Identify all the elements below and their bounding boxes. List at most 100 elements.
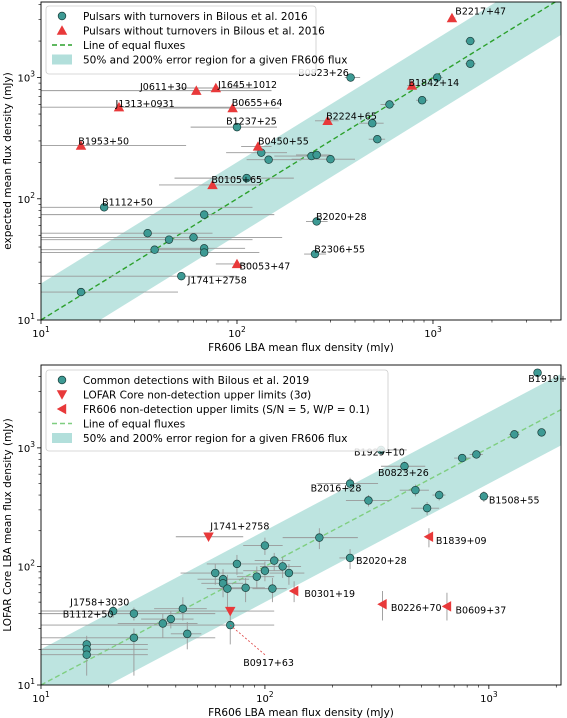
tick-label: 101	[17, 312, 35, 327]
data-point	[252, 141, 264, 151]
pulsar-label: J1758+3030	[69, 597, 129, 608]
pulsar-label: B0053+47	[240, 262, 291, 273]
pulsar-label: B1919+21	[528, 374, 567, 385]
pulsar-label: J1313+0931	[115, 99, 175, 110]
data-point	[203, 532, 214, 542]
data-point	[315, 533, 324, 542]
legend-label: FR606 non-detection upper limits (S/N = …	[83, 404, 370, 416]
legend-label: Common detections with Bilous et al. 201…	[83, 375, 309, 387]
tick-label: 102	[17, 558, 35, 573]
tick-label: 101	[17, 677, 35, 692]
legend-marker	[56, 390, 68, 400]
data-point	[207, 179, 218, 190]
data-point	[143, 229, 152, 238]
data-point	[533, 368, 542, 377]
pulsar-label: B1508+55	[489, 495, 540, 506]
data-point	[373, 135, 382, 144]
data-point	[466, 59, 475, 68]
legend-label: Line of equal fluxes	[83, 419, 185, 431]
data-point	[76, 287, 86, 297]
data-point	[479, 492, 489, 501]
data-point	[75, 140, 87, 150]
data-point	[268, 584, 277, 593]
legend-marker	[57, 375, 67, 385]
data-point	[472, 450, 481, 459]
pulsar-label: B2020+28	[356, 556, 407, 567]
data-point	[210, 82, 222, 93]
y-axis-label: expected mean flux density (mJy)	[2, 72, 14, 249]
data-point	[227, 102, 238, 113]
data-point	[422, 503, 432, 513]
data-point	[232, 122, 242, 132]
tick-label: 101	[32, 690, 50, 705]
pulsar-label: B0823+26	[378, 468, 429, 479]
data-point	[158, 619, 168, 628]
legend-band-swatch	[52, 433, 72, 443]
data-point	[345, 479, 355, 488]
data-point	[432, 73, 442, 82]
pulsar-label: B0655+64	[232, 98, 283, 109]
legend-box	[45, 5, 317, 75]
pulsar-label: B1112+50	[63, 610, 114, 621]
data-point	[82, 650, 91, 659]
data-point	[191, 85, 202, 95]
pulsar-label: B0609+37	[456, 606, 507, 617]
data-point	[312, 217, 321, 226]
data-point	[312, 150, 321, 160]
y-axis-label: LOFAR Core LBA mean flux density (mJy)	[2, 418, 14, 631]
data-point	[423, 531, 434, 542]
data-point	[466, 36, 475, 46]
data-point	[264, 155, 273, 164]
pulsar-label: B1953+50	[78, 137, 129, 148]
data-point	[446, 12, 458, 23]
x-axis-label: FR606 LBA mean flux density (mJy)	[208, 342, 394, 352]
chart-top: expected mean flux density (mJy) FR606 L…	[2, 1, 562, 352]
data-point	[183, 629, 192, 639]
pulsar-label: B2224+65	[326, 112, 377, 123]
data-point	[510, 430, 519, 439]
data-point	[113, 101, 125, 112]
data-point	[411, 485, 420, 495]
legend-marker	[56, 403, 67, 415]
data-point	[223, 584, 232, 593]
legend-box	[45, 369, 389, 452]
plot-area	[41, 2, 561, 320]
data-point	[346, 73, 355, 82]
data-point	[226, 620, 235, 630]
data-point	[164, 235, 174, 244]
legend-label: 50% and 200% error region for a given FR…	[83, 55, 347, 67]
plot-area	[41, 368, 561, 685]
error-band	[41, 373, 561, 685]
pulsar-label: B0450+55	[258, 137, 309, 148]
pulsar-label: B1112+50	[102, 198, 153, 209]
tick-label: 102	[228, 325, 246, 340]
legend-label: Pulsars with turnovers in Bilous et al. …	[83, 11, 308, 23]
legend-label: 50% and 200% error region for a given FR…	[83, 433, 347, 445]
tick-label: 103	[17, 440, 35, 455]
tick-label: 103	[17, 70, 35, 85]
data-point	[457, 453, 467, 463]
data-point	[537, 428, 546, 437]
data-point	[260, 566, 270, 575]
data-point	[150, 245, 159, 254]
data-point	[441, 601, 452, 612]
legend-marker	[56, 25, 68, 35]
data-point	[129, 609, 139, 618]
data-point	[211, 568, 220, 578]
legend: Common detections with Bilous et al. 201…	[45, 369, 389, 452]
pulsar-label: B1929+10	[354, 448, 405, 459]
data-point	[166, 614, 176, 624]
pulsar-label: B0226+70	[391, 603, 442, 614]
pulsar-label: B2217+47	[455, 7, 506, 18]
data-point	[278, 562, 287, 571]
annotation-arrow	[229, 624, 266, 656]
pulsar-label: B2016+28	[311, 483, 362, 494]
data-point	[377, 598, 387, 610]
data-point	[417, 96, 427, 105]
data-point	[232, 559, 242, 569]
data-point	[224, 606, 236, 617]
data-point	[189, 233, 198, 242]
tick-label: 102	[256, 690, 274, 705]
pulsar-label: B0823+26	[298, 68, 349, 79]
